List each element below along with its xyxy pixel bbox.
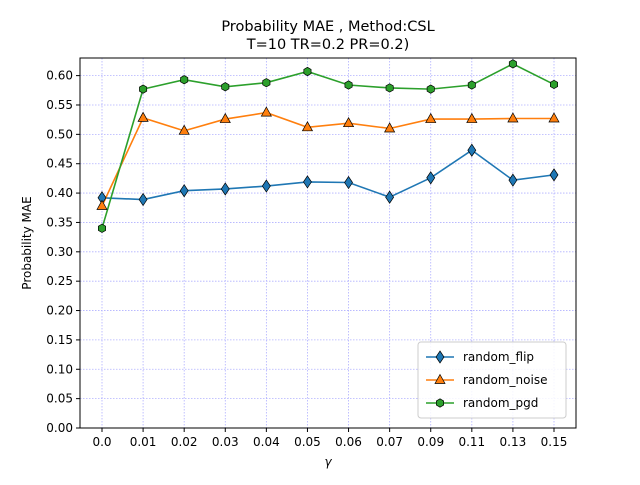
x-tick-label: 0.15 [541, 435, 568, 449]
data-point-random-pgd [98, 223, 106, 233]
legend-marker-random-flip [435, 350, 445, 364]
legend-label-random-noise: random_noise [463, 373, 547, 387]
data-point-random-pgd [550, 79, 558, 90]
y-tick-label: 0.30 [46, 245, 73, 259]
data-point-random-pgd [303, 66, 312, 77]
data-point-random-flip [426, 171, 436, 185]
x-tick-label: 0.07 [376, 435, 403, 449]
x-tick-label: 0.11 [458, 435, 485, 449]
data-point-random-noise [219, 112, 231, 123]
data-point-random-pgd [180, 75, 189, 85]
x-tick-label: 0.02 [171, 435, 198, 449]
series-line-random-pgd [101, 62, 555, 229]
y-tick-label: 0.60 [46, 69, 73, 83]
y-axis-label: Probability MAE [20, 196, 34, 289]
x-tick-label: 0.13 [500, 435, 527, 449]
chart-title: Probability MAE , Method:CSL [221, 19, 434, 35]
y-tick-label: 0.20 [46, 304, 73, 318]
data-point-random-pgd [139, 84, 148, 94]
data-point-random-flip [220, 182, 230, 196]
x-tick-label: 0.0 [92, 435, 111, 449]
x-tick-label: 0.04 [253, 435, 280, 449]
data-point-random-flip [303, 175, 312, 189]
data-point-random-noise [178, 124, 190, 135]
data-point-random-flip [344, 175, 353, 190]
data-point-random-noise [425, 112, 437, 123]
data-point-random-flip [138, 192, 148, 207]
y-tick-label: 0.40 [46, 186, 73, 200]
y-tick-label: 0.25 [46, 274, 73, 288]
series-line-random-noise [101, 111, 554, 207]
data-point-random-flip [549, 168, 559, 182]
x-tick-label: 0.03 [212, 435, 239, 449]
data-point-random-flip [179, 184, 189, 198]
legend-marker-random-pgd [436, 398, 444, 408]
data-point-random-pgd [508, 59, 517, 69]
plot-frame [79, 57, 577, 429]
y-tick-label: 0.45 [46, 157, 73, 171]
data-point-random-noise [342, 116, 355, 128]
x-tick-label: 0.01 [130, 435, 157, 449]
y-tick-label: 0.05 [46, 392, 73, 406]
data-point-random-noise [507, 112, 519, 123]
y-tick-label: 0.15 [46, 333, 73, 347]
y-tick-label: 0.10 [46, 362, 73, 376]
legend-marker-random-noise [434, 373, 446, 384]
legend-label-random-flip: random_flip [463, 350, 534, 364]
data-point-random-noise [548, 112, 560, 123]
x-tick-label: 0.09 [417, 435, 444, 449]
x-axis-label: γ [324, 455, 332, 469]
series-line-random-flip [101, 149, 555, 201]
data-point-random-noise [260, 106, 272, 117]
data-point-random-noise [301, 121, 314, 132]
data-point-random-pgd [262, 78, 271, 88]
legend-box [417, 341, 567, 419]
y-tick-label: 0.55 [46, 98, 73, 112]
data-point-random-flip [508, 173, 518, 187]
data-point-random-pgd [344, 80, 353, 90]
y-tick-label: 0.50 [46, 127, 73, 141]
y-tick-label: 0.35 [46, 215, 73, 229]
legend-label-random-pgd: random_pgd [463, 396, 538, 410]
data-point-random-flip [261, 179, 271, 193]
chart-subtitle: T=10 TR=0.2 PR=0.2) [246, 37, 410, 53]
x-tick-label: 0.05 [294, 435, 321, 449]
data-point-random-pgd [385, 83, 394, 93]
data-point-random-noise [137, 111, 149, 122]
data-point-random-noise [96, 199, 108, 210]
data-point-random-pgd [426, 84, 435, 94]
data-point-random-noise [384, 122, 396, 133]
y-tick-label: 0.00 [46, 421, 73, 435]
data-point-random-pgd [221, 82, 230, 92]
x-tick-label: 0.06 [335, 435, 362, 449]
data-point-random-noise [466, 112, 478, 123]
data-point-random-flip [467, 143, 477, 157]
data-point-random-flip [385, 190, 395, 204]
data-point-random-pgd [467, 80, 476, 90]
